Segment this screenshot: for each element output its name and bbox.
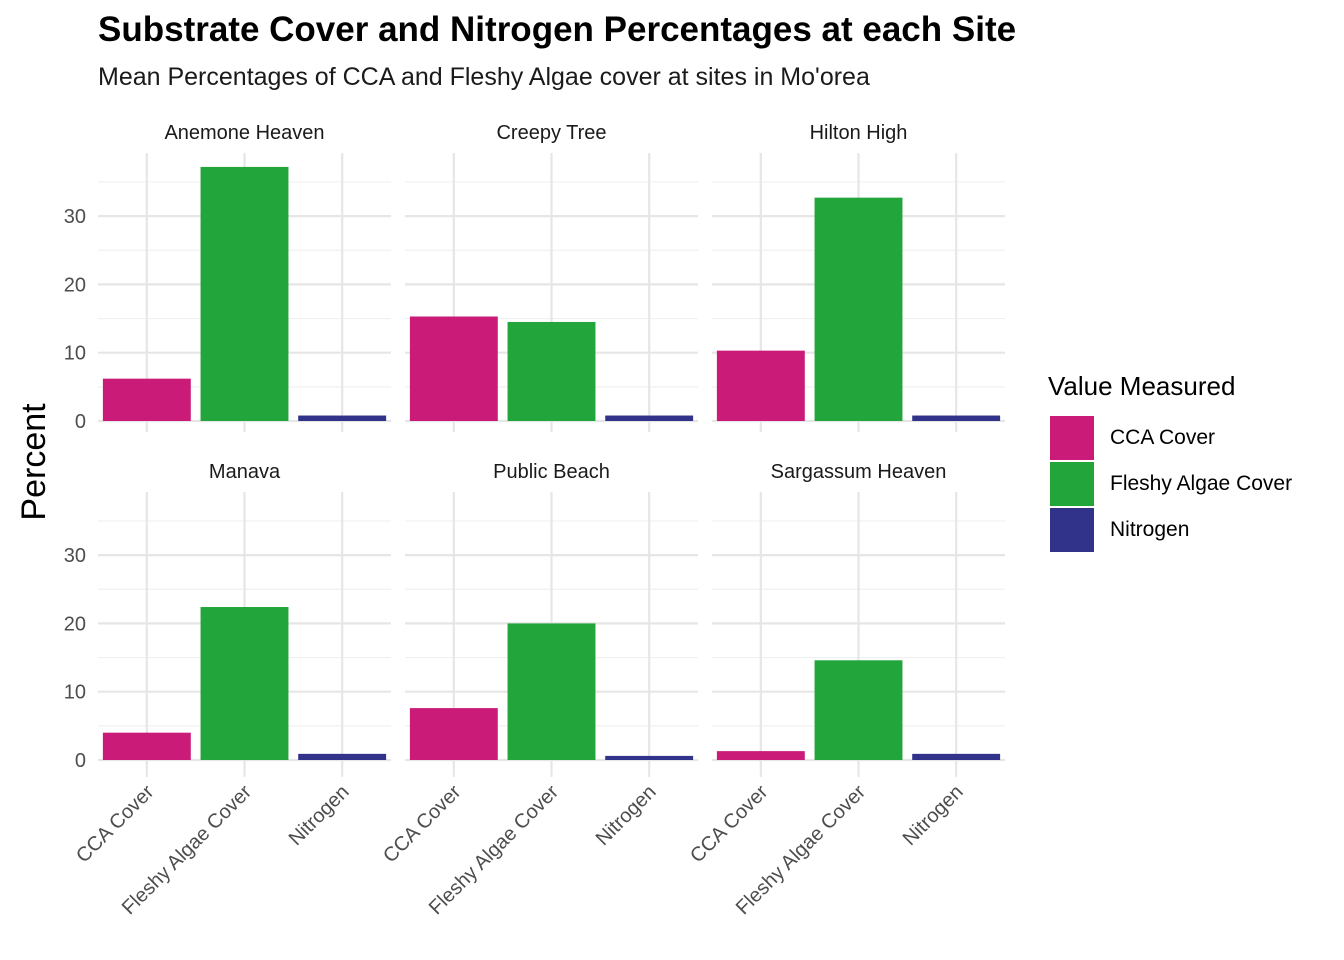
bar-hilton-high-fleshy-algae-cover [814,197,903,421]
y-tick-label: 0 [75,411,86,433]
facet-label-hilton-high: Hilton High [810,122,908,144]
bar-manava-nitrogen [298,753,387,760]
bar-anemone-heaven-fleshy-algae-cover [200,166,289,421]
chart-title: Substrate Cover and Nitrogen Percentages… [98,10,1017,49]
chart-subtitle: Mean Percentages of CCA and Fleshy Algae… [98,63,870,91]
faceted-bar-chart: Percent Anemone Heaven 0 10 20 30 Creepy Tree H… [15,122,1005,919]
legend-item-fleshy-algae-cover: Fleshy Algae Cover [1050,462,1292,506]
x-tick-label-nitrogen: Nitrogen [899,781,968,850]
legend-label-cca-cover: CCA Cover [1110,426,1216,449]
legend-item-nitrogen: Nitrogen [1050,508,1189,552]
x-tick-label-nitrogen: Nitrogen [592,781,661,850]
facet-label-sargassum-heaven: Sargassum Heaven [771,461,947,483]
bar-creepy-tree-cca-cover [409,316,498,421]
bar-sargassum-heaven-fleshy-algae-cover [814,660,903,760]
legend-swatch-fleshy-algae-cover [1050,462,1094,506]
y-tick-label: 20 [64,613,86,635]
bar-creepy-tree-nitrogen [605,415,694,421]
legend-swatch-cca-cover [1050,416,1094,460]
bar-hilton-high-cca-cover [716,350,805,421]
bar-public-beach-nitrogen [605,755,694,760]
bar-creepy-tree-fleshy-algae-cover [507,321,596,421]
legend-title: Value Measured [1048,371,1236,401]
legend-label-fleshy-algae-cover: Fleshy Algae Cover [1110,472,1293,495]
facet-label-public-beach: Public Beach [493,461,610,483]
bar-hilton-high-nitrogen [912,415,1001,421]
y-tick-label: 30 [64,545,86,567]
x-tick-label-cca-cover: CCA Cover [686,781,773,868]
legend-swatch-nitrogen [1050,508,1094,552]
x-tick-label-cca-cover: CCA Cover [72,781,159,868]
bar-public-beach-fleshy-algae-cover [507,623,596,760]
bar-public-beach-cca-cover [409,708,498,760]
legend-label-nitrogen: Nitrogen [1110,518,1190,541]
bar-sargassum-heaven-nitrogen [912,753,1001,760]
y-tick-label: 0 [75,750,86,772]
bar-anemone-heaven-cca-cover [102,378,191,421]
bar-anemone-heaven-nitrogen [298,415,387,421]
y-tick-label: 30 [64,206,86,228]
x-tick-label-nitrogen: Nitrogen [285,781,354,850]
facet-label-creepy-tree: Creepy Tree [496,122,606,144]
x-tick-label-cca-cover: CCA Cover [379,781,466,868]
y-tick-label: 10 [64,343,86,365]
facet-label-anemone-heaven: Anemone Heaven [164,122,324,144]
y-tick-label: 10 [64,682,86,704]
bar-manava-cca-cover [102,732,191,760]
legend-item-cca-cover: CCA Cover [1050,416,1215,460]
bar-sargassum-heaven-cca-cover [716,751,805,760]
facet-label-manava: Manava [209,461,281,483]
y-axis-title: Percent [15,403,53,521]
bar-manava-fleshy-algae-cover [200,607,289,760]
y-tick-label: 20 [64,274,86,296]
